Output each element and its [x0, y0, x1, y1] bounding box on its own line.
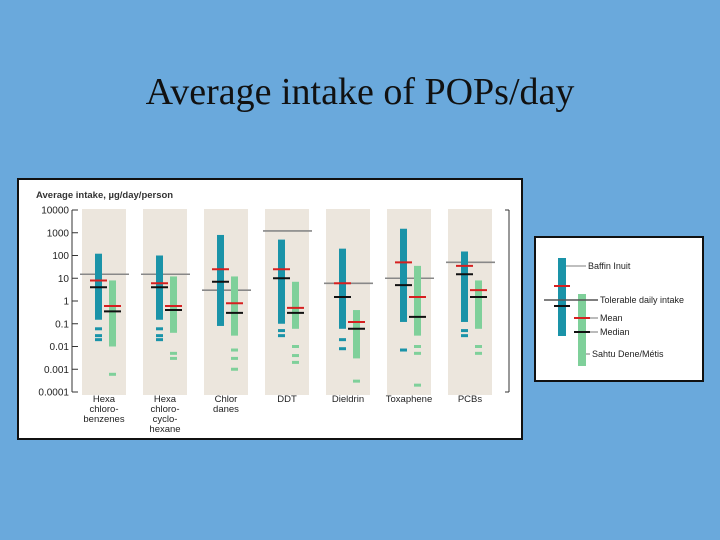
chart-panel: Average intake, µg/day/person 10000 1000 10… — [17, 178, 523, 440]
sahtu-dene-outlier — [475, 345, 482, 348]
baffin-inuit-range-bar — [461, 251, 468, 322]
sahtu-dene-range-bar — [231, 276, 238, 336]
baffin-inuit-outlier — [95, 338, 102, 342]
category-label: chloro- — [150, 404, 179, 415]
baffin-inuit-outlier — [339, 338, 346, 342]
column-background — [326, 209, 370, 395]
sahtu-dene-outlier — [109, 372, 116, 376]
category-column: Toxaphene — [385, 209, 434, 405]
category-column: Dieldrin — [324, 209, 373, 405]
pop-intake-chart: Average intake, µg/day/person10000100010… — [36, 190, 510, 435]
sahtu-dene-outlier — [170, 351, 177, 355]
column-background — [82, 209, 126, 395]
column-background — [204, 209, 248, 395]
y-tick-label: 0.1 — [55, 319, 69, 330]
category-label: Hexa — [93, 394, 116, 405]
baffin-inuit-outlier — [339, 347, 346, 351]
y-tick-label: 100 — [52, 251, 69, 262]
legend-label-median: Median — [600, 327, 630, 337]
sahtu-dene-outlier — [292, 360, 299, 364]
column-background — [448, 209, 492, 395]
legend-label-mean: Mean — [600, 313, 623, 323]
legend-label-sahtu-dene-metis: Sahtu Dene/Métis — [592, 349, 664, 359]
category-label: Toxaphene — [386, 394, 432, 405]
legend-label-tolerable-daily-intake: Tolerable daily intake — [600, 295, 684, 305]
sahtu-dene-outlier — [170, 356, 177, 360]
chart-legend: Baffin Inuit Tolerable daily intake Mean Me… — [544, 258, 684, 366]
category-label: Dieldrin — [332, 394, 364, 405]
legend-panel: Baffin Inuit Tolerable daily intake Mean Me… — [534, 236, 704, 382]
y-tick-label: 1000 — [47, 228, 70, 239]
legend-baffin-bar — [558, 258, 566, 336]
category-column: DDT — [263, 209, 312, 405]
baffin-inuit-range-bar — [278, 239, 285, 324]
baffin-inuit-outlier — [95, 327, 102, 331]
category-column: PCBs — [446, 209, 495, 405]
baffin-inuit-range-bar — [217, 234, 224, 326]
category-label: hexane — [149, 424, 180, 435]
baffin-inuit-outlier — [278, 329, 285, 333]
legend-sahtu-bar — [578, 294, 586, 366]
baffin-inuit-range-bar — [339, 248, 346, 329]
y-tick-label: 10000 — [41, 206, 69, 217]
category-label: DDT — [277, 394, 297, 405]
y-tick-label: 1 — [63, 297, 69, 308]
sahtu-dene-outlier — [231, 356, 238, 360]
column-background — [143, 209, 187, 395]
category-label: Chlor — [215, 394, 238, 405]
sahtu-dene-outlier — [414, 351, 421, 355]
sahtu-dene-outlier — [292, 354, 299, 358]
category-label: PCBs — [458, 394, 483, 405]
sahtu-dene-outlier — [414, 383, 421, 387]
column-background — [265, 209, 309, 395]
category-label: cyclo- — [153, 414, 178, 425]
baffin-inuit-outlier — [156, 338, 163, 342]
category-label: Hexa — [154, 394, 177, 405]
sahtu-dene-range-bar — [475, 280, 482, 329]
baffin-inuit-outlier — [156, 334, 163, 338]
legend-label-baffin-inuit: Baffin Inuit — [588, 261, 631, 271]
baffin-inuit-outlier — [156, 327, 163, 331]
sahtu-dene-range-bar — [353, 310, 360, 359]
baffin-inuit-range-bar — [400, 228, 407, 322]
y-tick-label: 10 — [58, 274, 70, 285]
sahtu-dene-range-bar — [292, 281, 299, 329]
y-tick-label: 0.01 — [50, 342, 70, 353]
y-tick-label: 0.001 — [44, 365, 69, 376]
slide-title: Average intake of POPs/day — [145, 71, 575, 113]
sahtu-dene-range-bar — [109, 280, 116, 347]
sahtu-dene-range-bar — [170, 276, 177, 333]
sahtu-dene-outlier — [231, 367, 238, 371]
y-tick-label: 0.0001 — [38, 388, 69, 399]
sahtu-dene-outlier — [353, 379, 360, 383]
y-axis-label: Average intake, µg/day/person — [36, 190, 173, 201]
column-background — [387, 209, 431, 395]
baffin-inuit-outlier — [461, 329, 468, 333]
sahtu-dene-outlier — [475, 351, 482, 355]
baffin-inuit-outlier — [461, 334, 468, 338]
sahtu-dene-range-bar — [414, 265, 421, 336]
baffin-inuit-outlier — [95, 334, 102, 338]
baffin-inuit-outlier — [278, 334, 285, 338]
sahtu-dene-outlier — [414, 345, 421, 348]
baffin-inuit-outlier — [400, 348, 407, 352]
category-label: chloro- — [89, 404, 118, 415]
sahtu-dene-outlier — [231, 348, 238, 352]
category-label: benzenes — [83, 414, 124, 425]
sahtu-dene-outlier — [292, 345, 299, 348]
category-label: danes — [213, 404, 239, 415]
